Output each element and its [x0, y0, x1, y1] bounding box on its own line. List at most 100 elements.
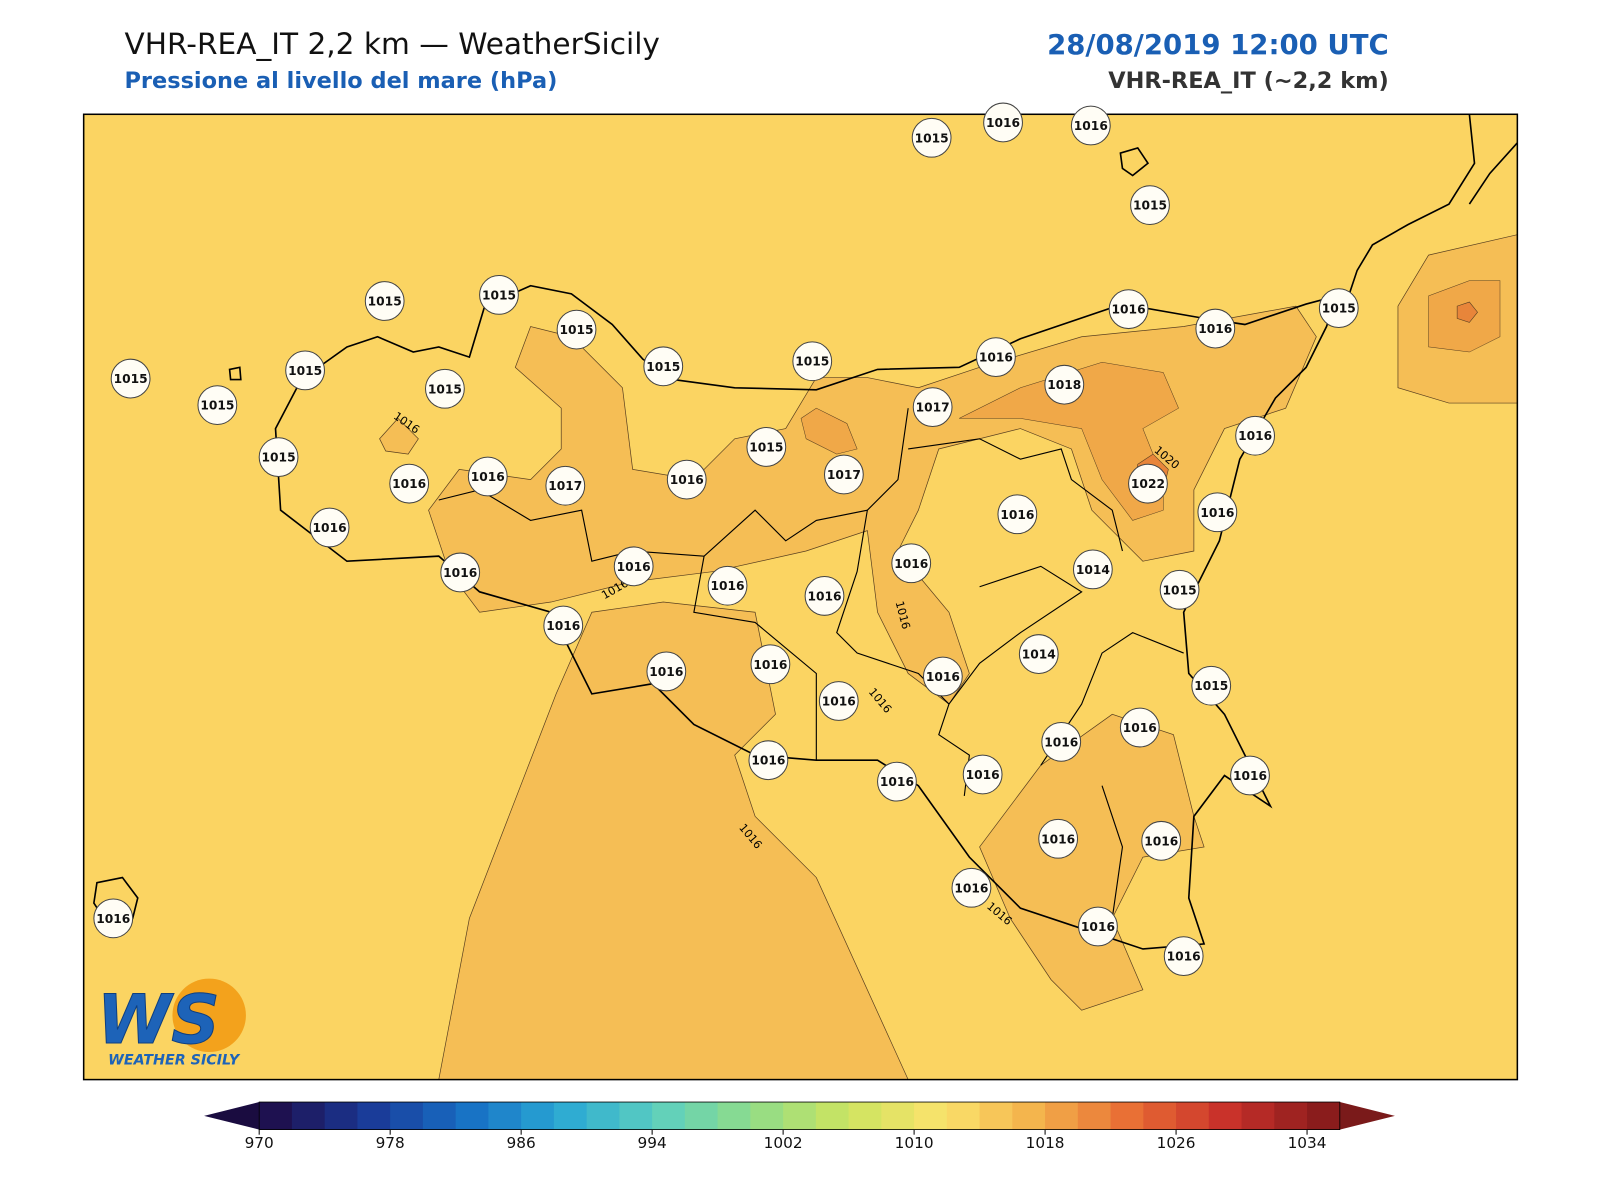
station-marker — [911, 117, 952, 158]
station-value: 1015 — [559, 323, 593, 337]
station-value: 1016 — [1238, 429, 1272, 443]
station-value: 1015 — [114, 372, 148, 386]
colorbar-bin — [259, 1102, 293, 1130]
station-marker — [1235, 415, 1275, 456]
station-value: 1014 — [1076, 563, 1110, 577]
station-marker — [1195, 308, 1236, 349]
colorbar-extend — [1339, 1102, 1395, 1130]
colorbar-bin — [357, 1102, 391, 1130]
colorbar-bin — [422, 1102, 457, 1130]
colorbar-bin — [914, 1102, 948, 1130]
station-value: 1015 — [915, 131, 949, 145]
station-value: 1016 — [880, 775, 914, 789]
station-marker — [823, 454, 864, 495]
station-marker — [110, 358, 151, 399]
colorbar-bin — [783, 1102, 817, 1130]
station-value: 1016 — [1081, 920, 1115, 934]
colorbar-bin — [979, 1102, 1013, 1130]
station-value: 1022 — [1131, 477, 1165, 491]
colorbar-bin — [455, 1102, 489, 1130]
station-value: 1015 — [200, 399, 234, 413]
station-value: 1015 — [1322, 302, 1356, 316]
station-value: 1016 — [751, 754, 785, 768]
colorbar-bin — [815, 1102, 850, 1130]
station-value: 1015 — [1133, 199, 1167, 213]
colorbar-bin — [881, 1102, 915, 1130]
station-value: 1016 — [96, 912, 130, 926]
station-marker — [389, 463, 430, 504]
colorbar-tick-label: 1010 — [895, 1134, 934, 1152]
colorbar-tick-label: 1018 — [1026, 1134, 1065, 1152]
station-marker — [1041, 721, 1082, 762]
station-marker — [197, 385, 238, 426]
station-marker — [750, 644, 791, 685]
map-frame — [82, 113, 1519, 1081]
colorbar-bin — [390, 1102, 424, 1130]
logo-mark: WS — [97, 980, 220, 1059]
colorbar-bin — [521, 1102, 555, 1130]
station-marker — [1108, 289, 1149, 330]
colorbar-bin — [652, 1102, 686, 1130]
station-marker — [93, 898, 134, 939]
station-value: 1016 — [392, 477, 426, 491]
station-value: 1016 — [1074, 119, 1108, 133]
station-value: 1016 — [1044, 735, 1078, 749]
station-marker — [877, 761, 917, 802]
colorbar-bin — [1176, 1102, 1210, 1130]
station-value: 1016 — [617, 560, 651, 574]
station-marker — [309, 507, 350, 548]
map — [83, 114, 1518, 1080]
station-value: 1015 — [1194, 679, 1228, 693]
station-value: 1016 — [546, 619, 580, 633]
datetime: 28/08/2019 12:00 UTC — [1047, 29, 1389, 61]
colorbar-extend — [204, 1102, 260, 1130]
station-value: 1016 — [1000, 508, 1034, 522]
station-value: 1017 — [827, 468, 861, 482]
station-value: 1016 — [1123, 721, 1157, 735]
station-marker — [1078, 906, 1118, 947]
station-marker — [1070, 105, 1111, 146]
station-marker — [818, 681, 859, 721]
station-value: 1016 — [649, 665, 683, 679]
station-marker — [951, 867, 992, 908]
station-value: 1016 — [1144, 834, 1178, 848]
station-marker — [1318, 288, 1359, 329]
colorbar-bin — [1241, 1102, 1275, 1130]
colorbar-tick-label: 1026 — [1157, 1134, 1196, 1152]
colorbar-bin — [684, 1102, 719, 1130]
colorbar-bin — [848, 1102, 882, 1130]
station-marker — [1044, 364, 1085, 405]
station-marker — [543, 605, 584, 646]
colorbar-tick-label: 1002 — [764, 1134, 803, 1152]
station-marker — [983, 102, 1023, 143]
station-value: 1016 — [986, 116, 1020, 130]
station-value: 1016 — [966, 768, 1000, 782]
station-marker — [976, 337, 1016, 378]
station-marker — [804, 576, 845, 616]
station-marker — [467, 456, 508, 497]
colorbar-bin — [1307, 1102, 1341, 1130]
colorbar-bin — [1274, 1102, 1308, 1130]
station-value: 1016 — [979, 351, 1013, 365]
station-marker — [1119, 707, 1160, 748]
station-marker — [646, 651, 687, 692]
station-value: 1015 — [646, 360, 680, 374]
station-marker — [792, 341, 833, 382]
station-marker — [1197, 492, 1238, 533]
colorbar-tick-label: 986 — [507, 1134, 536, 1152]
station-marker — [746, 427, 787, 467]
subtitle: Pressione al livello del mare (hPa) — [124, 68, 557, 94]
station-value: 1015 — [1163, 583, 1197, 597]
colorbar-tick-label: 994 — [638, 1134, 667, 1152]
colorbar-tick-label: 970 — [245, 1134, 274, 1152]
colorbar-bin — [717, 1102, 751, 1130]
station-marker — [1141, 820, 1182, 861]
station-marker — [748, 740, 789, 781]
station-value: 1015 — [368, 295, 402, 309]
station-value: 1016 — [1200, 506, 1234, 520]
station-value: 1016 — [954, 881, 988, 895]
colorbar-bin — [1012, 1102, 1046, 1130]
colorbar-bin — [553, 1102, 588, 1130]
